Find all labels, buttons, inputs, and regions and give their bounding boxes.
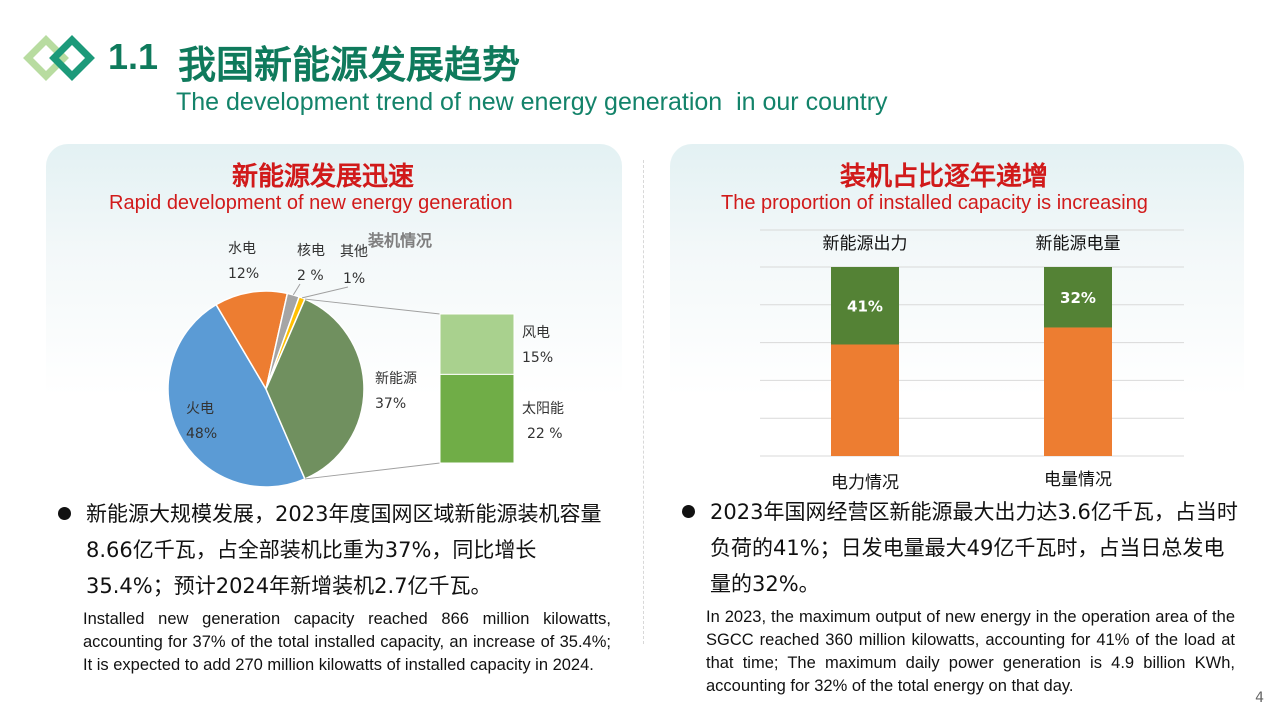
- pie-chart-title: 装机情况: [367, 231, 432, 250]
- right-bullet-icon: [682, 505, 695, 518]
- pie-slice-name-1: 火电: [186, 401, 214, 417]
- breakdown-name-1: 风电: [522, 325, 550, 341]
- pie-slice-name-3: 核电: [297, 243, 325, 259]
- bar-category-label-1: 电力情况: [831, 473, 899, 493]
- breakdown-label-2: 22 %: [527, 426, 563, 442]
- left-panel-title: 新能源发展迅速: [232, 162, 415, 192]
- breakdown-label-1: 15%: [522, 350, 553, 366]
- breakdown-segment-2: [439, 373, 515, 464]
- left-bullet-icon: [58, 507, 71, 520]
- breakdown-name-2: 太阳能: [522, 401, 564, 417]
- pie-slice-1: [167, 303, 306, 488]
- column-divider: [643, 160, 644, 644]
- bar-new-energy-2: [1044, 267, 1112, 328]
- pie-slice-name-5: 新能源: [375, 371, 417, 387]
- breakdown-segment-1: [439, 313, 515, 375]
- right-panel-subtitle: The proportion of installed capacity is …: [721, 192, 1148, 214]
- bar-rest-1: [831, 344, 899, 456]
- pie-slice-label-5: 37%: [375, 396, 406, 412]
- page-subtitle: The development trend of new energy gene…: [176, 88, 888, 116]
- bar-rest-2: [1044, 327, 1112, 456]
- pie-leader-line-4: [301, 286, 349, 299]
- bar-series-label-1: 新能源出力: [823, 234, 908, 254]
- bar-category-label-2: 电量情况: [1044, 470, 1112, 490]
- pie-slice-label-1: 48%: [186, 426, 217, 442]
- page-title: 我国新能源发展趋势: [178, 43, 521, 87]
- right-panel-background: [670, 144, 1244, 504]
- pie-leader-line-3: [292, 283, 301, 296]
- right-english-text: In 2023, the maximum output of new energ…: [706, 608, 1235, 695]
- pie-slice-label-4: 1%: [343, 271, 365, 287]
- bar-new-energy-1: [831, 267, 899, 345]
- bar-series-label-2: 新能源电量: [1036, 234, 1121, 254]
- left-bullet-text: 新能源大规模发展，2023年度国网区域新能源装机容量8.66亿千瓦，占全部装机比…: [86, 502, 602, 598]
- left-panel-subtitle: Rapid development of new energy generati…: [109, 192, 513, 214]
- section-number: 1.1: [108, 36, 159, 77]
- pie-slice-label-3: 2 %: [297, 268, 324, 284]
- right-panel-title: 装机占比逐年递增: [840, 162, 1049, 192]
- pie-slice-name-4: 其他: [340, 244, 368, 260]
- brand-logo-icon: [23, 35, 95, 81]
- page-number: 4: [1255, 690, 1264, 706]
- bar-value-label-1: 41%: [847, 298, 883, 316]
- pie-slice-name-2: 水电: [228, 241, 256, 257]
- pie-slice-5: [265, 298, 365, 480]
- pie-slice-label-2: 12%: [228, 266, 259, 282]
- pie-slice-2: [215, 290, 289, 392]
- bar-value-label-2: 32%: [1060, 289, 1096, 307]
- right-bullet-text: 2023年国网经营区新能源最大出力达3.6亿千瓦，占当时负荷的41%；日发电量最…: [710, 500, 1238, 596]
- left-english-text: Installed new generation capacity reache…: [83, 610, 611, 674]
- breakdown-connector-top: [304, 298, 441, 315]
- breakdown-connector-bottom: [304, 462, 441, 480]
